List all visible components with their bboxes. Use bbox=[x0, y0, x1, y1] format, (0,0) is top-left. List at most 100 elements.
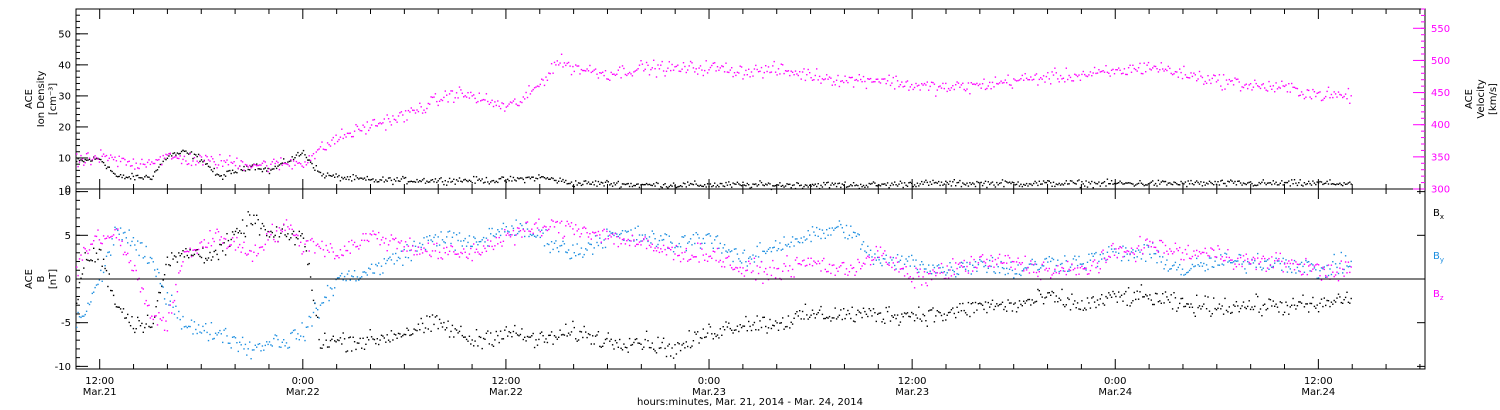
bx-series-point bbox=[1167, 299, 1169, 301]
bz-series-point bbox=[438, 251, 441, 253]
velocity-series-point bbox=[1282, 85, 1284, 87]
bz-series-point bbox=[922, 276, 924, 278]
bz-series-point bbox=[915, 267, 917, 269]
velocity-series-point bbox=[1153, 65, 1155, 67]
bz-series-point bbox=[460, 251, 462, 254]
velocity-series-point bbox=[414, 112, 417, 114]
bz-series-point bbox=[994, 258, 997, 261]
bz-series-point bbox=[921, 284, 923, 286]
ion_density-series-point bbox=[765, 183, 767, 185]
bx-series-point bbox=[898, 324, 900, 326]
velocity-series-point bbox=[701, 69, 703, 71]
velocity-series-point bbox=[515, 103, 517, 105]
bz-series-point bbox=[899, 268, 902, 270]
bz-series-point bbox=[1132, 252, 1134, 254]
ion_density-series-point bbox=[94, 158, 96, 160]
velocity-series-point bbox=[370, 124, 373, 126]
x-tick-label-time: 0:00 bbox=[292, 376, 314, 387]
ion_density-series-point bbox=[594, 180, 597, 182]
by-series-point bbox=[1300, 261, 1303, 264]
by-series-point bbox=[492, 235, 495, 237]
velocity-series-point bbox=[335, 134, 337, 136]
velocity-series-point bbox=[972, 83, 974, 85]
bz-series-point bbox=[485, 250, 488, 252]
velocity-series-point bbox=[385, 129, 387, 131]
velocity-series-point bbox=[171, 158, 173, 160]
ion_density-series-point bbox=[315, 165, 317, 167]
bz-series-point bbox=[991, 260, 994, 262]
velocity-series-point bbox=[593, 69, 595, 71]
bx-series-point bbox=[376, 338, 378, 340]
bz-series-point bbox=[268, 231, 271, 233]
by-series-point bbox=[1310, 263, 1313, 265]
bz-series-point bbox=[1215, 256, 1218, 258]
bz-series-point bbox=[660, 248, 662, 250]
ion_density-series-point bbox=[967, 185, 970, 187]
velocity-series-point bbox=[453, 101, 455, 103]
ion_density-series-point bbox=[983, 182, 985, 185]
bz-series-point bbox=[399, 242, 401, 244]
bx-series-point bbox=[280, 232, 282, 234]
velocity-series-point bbox=[1224, 88, 1226, 90]
velocity-series-point bbox=[843, 81, 845, 84]
velocity-series-point bbox=[87, 152, 89, 154]
ion_density-series-point bbox=[197, 153, 200, 156]
bx-series-point bbox=[495, 330, 497, 333]
bx-series-point bbox=[447, 320, 449, 322]
bz-series-point bbox=[1197, 255, 1199, 257]
bz-series-point bbox=[701, 248, 703, 250]
ion_density-series-point bbox=[404, 176, 407, 179]
bz-series-point bbox=[152, 318, 154, 321]
bz-series-point bbox=[224, 238, 227, 240]
velocity-series-point bbox=[129, 165, 132, 167]
velocity-series-point bbox=[645, 61, 648, 64]
bx-series-point bbox=[1028, 298, 1031, 301]
velocity-series-point bbox=[505, 106, 507, 108]
bz-series-point bbox=[502, 240, 505, 242]
bx-series-point bbox=[1159, 300, 1161, 302]
bz-series-point bbox=[386, 250, 388, 252]
ion_density-series-point bbox=[991, 181, 994, 183]
bz-series-point bbox=[596, 234, 598, 237]
bz-series-point bbox=[1292, 263, 1294, 265]
bx-series-point bbox=[186, 254, 188, 257]
ion_density-series-point bbox=[587, 181, 590, 183]
by-series-point bbox=[987, 267, 989, 269]
bz-series-point bbox=[674, 253, 676, 255]
bz-series-point bbox=[542, 226, 544, 229]
bz-series-point bbox=[107, 235, 109, 237]
by-series-point bbox=[945, 274, 947, 276]
by-series-point bbox=[444, 242, 446, 244]
by-series-point bbox=[1170, 268, 1172, 270]
ion_density-series-point bbox=[915, 185, 917, 188]
bx-series-point bbox=[231, 231, 234, 233]
bx-series-point bbox=[543, 341, 546, 343]
bx-series-point bbox=[993, 308, 995, 311]
ion_density-series-point bbox=[742, 181, 744, 183]
bx-series-point bbox=[397, 332, 400, 335]
bx-series-point bbox=[726, 326, 729, 328]
ion_density-series-point bbox=[779, 182, 781, 184]
ion_density-series-point bbox=[1187, 180, 1189, 182]
ion_density-series-point bbox=[579, 182, 581, 184]
bx-series-point bbox=[247, 211, 249, 213]
by-series-point bbox=[1200, 262, 1202, 264]
bz-series-point bbox=[1157, 251, 1160, 253]
ion_density-series-point bbox=[563, 181, 566, 183]
velocity-series-point bbox=[202, 164, 204, 166]
bz-series-point bbox=[640, 244, 642, 246]
bz-series-point bbox=[102, 235, 105, 237]
bz-series-point bbox=[752, 270, 754, 272]
bx-series-point bbox=[329, 339, 332, 342]
velocity-series-point bbox=[1349, 102, 1351, 104]
ion_density-series-point bbox=[217, 174, 220, 176]
by-series-point bbox=[701, 242, 703, 245]
ion_density-series-point bbox=[567, 182, 570, 185]
ion_density-series-point bbox=[546, 177, 549, 179]
ion_density-series-point bbox=[1030, 183, 1032, 185]
by-series-point bbox=[918, 271, 920, 273]
ion_density-series-point bbox=[1118, 182, 1120, 184]
ion_density-series-point bbox=[925, 179, 927, 181]
bz-series-point bbox=[1228, 256, 1230, 259]
by-series-point bbox=[380, 265, 383, 267]
